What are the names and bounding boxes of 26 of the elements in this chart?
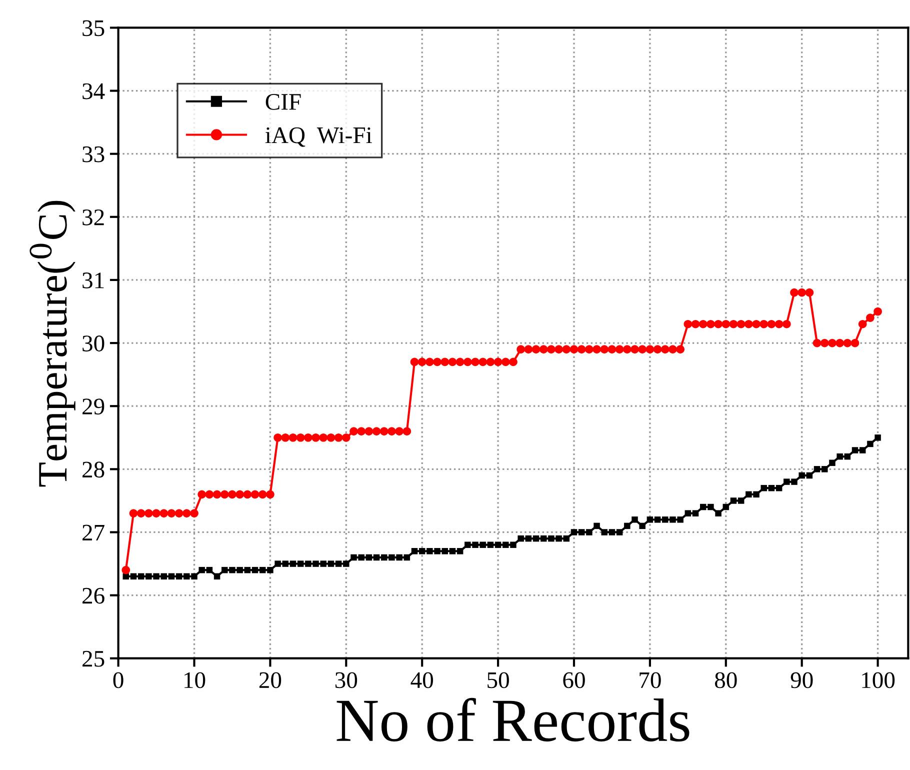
- x-tick-label: 0: [113, 672, 124, 688]
- x-tick-label: 90: [790, 672, 813, 688]
- legend-label: CIF: [266, 94, 301, 110]
- y-tick-label: 31: [82, 272, 104, 288]
- y-tick-label: 27: [82, 524, 104, 540]
- x-tick-label: 40: [410, 672, 434, 688]
- x-tick-label: 60: [563, 672, 585, 688]
- x-tick-label: 100: [862, 672, 895, 688]
- x-tick-label: 20: [259, 672, 282, 688]
- y-tick-label: 33: [82, 146, 104, 162]
- legend-label: iAQ Wi-Fi: [265, 127, 372, 147]
- x-axis-title: No of Records: [336, 698, 690, 742]
- x-tick-label: 30: [335, 672, 358, 688]
- y-axis-title: Temperature($^{0}$C): [30, 200, 76, 487]
- x-tick-label: 50: [488, 672, 509, 688]
- y-tick-label: 35: [82, 20, 104, 36]
- y-tick-label: 28: [82, 462, 104, 478]
- y-tick-label: 25: [82, 650, 104, 667]
- y-tick-label: 30: [82, 336, 104, 352]
- y-tick-label: 26: [82, 588, 104, 604]
- x-tick-label: 10: [184, 672, 206, 688]
- y-tick-label: 32: [82, 209, 104, 226]
- x-tick-label: 80: [714, 672, 737, 688]
- y-tick-label: 29: [82, 398, 104, 415]
- x-tick-label: 70: [640, 672, 661, 688]
- y-tick-label: 34: [82, 83, 105, 100]
